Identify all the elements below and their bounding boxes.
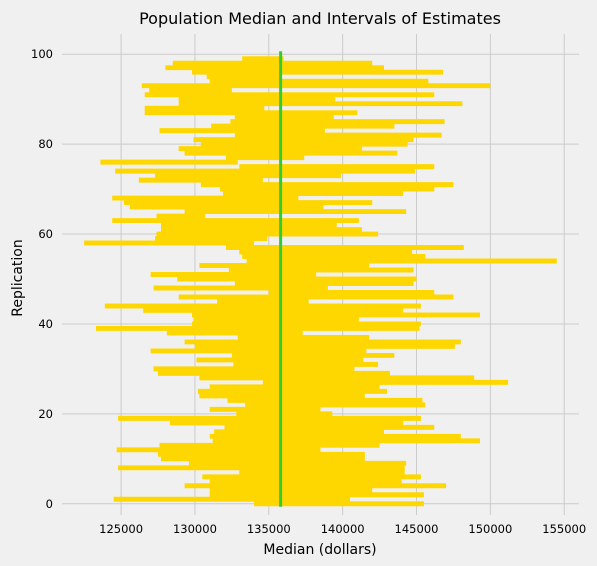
chart-title: Population Median and Intervals of Estim… — [139, 9, 501, 28]
y-tick-label: 20 — [38, 407, 53, 421]
y-tick-label: 60 — [38, 227, 53, 241]
y-axis-label: Replication — [10, 239, 26, 316]
x-tick-label: 135000 — [247, 522, 291, 536]
x-tick-label: 150000 — [468, 522, 512, 536]
y-tick-label: 40 — [38, 317, 53, 331]
y-tick-label: 80 — [38, 137, 53, 151]
x-axis-label: Median (dollars) — [263, 542, 376, 558]
x-tick-label: 130000 — [173, 522, 217, 536]
x-tick-label: 145000 — [395, 522, 439, 536]
y-tick-label: 100 — [31, 47, 53, 61]
y-tick-label: 0 — [46, 497, 53, 511]
x-tick-labels: 125000 130000 135000 140000 145000 150000 1550… — [99, 522, 586, 536]
x-tick-label: 125000 — [99, 522, 143, 536]
y-tick-labels: 0 20 40 60 80 100 — [31, 47, 53, 511]
x-tick-label: 155000 — [542, 522, 586, 536]
interval-bars — [84, 56, 557, 507]
x-tick-label: 140000 — [321, 522, 365, 536]
